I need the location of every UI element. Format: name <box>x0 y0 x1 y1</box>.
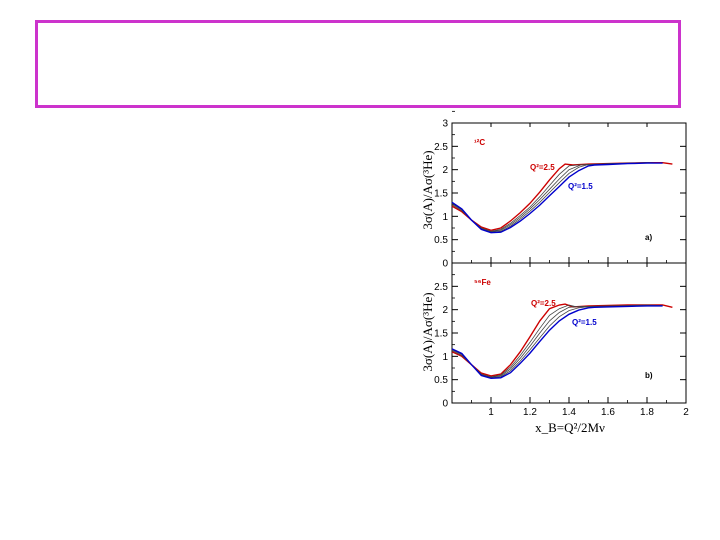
series-line-q2-1-5 <box>451 305 663 380</box>
series-line-q2-2-25 <box>451 304 663 378</box>
y-tick-label: 2 <box>442 305 448 316</box>
x-tick-label: 1.4 <box>562 407 576 418</box>
series-line-q2-2-5 <box>451 303 673 377</box>
q2-high-label: Q²=2.5 <box>530 163 555 172</box>
panel-tag-label: a) <box>645 233 652 242</box>
series-line-q2-2 <box>451 162 663 233</box>
panel-carbon: 0 0.5 1 1.5 2 2.5 3 ¹²C Q²=2.5 Q²=1.5 a) <box>434 110 687 270</box>
y-tick-label: 0 <box>442 399 448 410</box>
panel-tag-label: b) <box>645 371 653 380</box>
y-tick-label: 0 <box>442 259 448 270</box>
panel-iron: 0 0.5 1 1.5 2 2.5 1 1.2 1.4 1.6 1.8 2 ⁵⁶Fe Q²=2.5 Q²=1… <box>434 262 689 418</box>
x-axis-title: x_B=Q²/2Mν <box>535 420 605 435</box>
q2-low-label: Q²=1.5 <box>568 182 593 191</box>
q2-high-label: Q²=2.5 <box>531 299 556 308</box>
y-tick-label: 2.5 <box>434 142 448 153</box>
series-line-q2-2-25 <box>451 162 663 232</box>
y-tick-label: 2 <box>442 165 448 176</box>
y-tick-label: 1 <box>442 352 448 363</box>
series-line-q2-1-5 <box>451 162 663 234</box>
x-tick-label: 1.2 <box>523 407 537 418</box>
x-tick-label: 2 <box>683 407 689 418</box>
y-tick-label: 0.5 <box>434 375 448 386</box>
series-line-q2-2-5 <box>451 162 673 232</box>
nucleus-label: ¹²C <box>474 138 485 147</box>
q2-low-label: Q²=1.5 <box>572 318 597 327</box>
y-axis-title-top: 3σ(A)/Aσ(³He) <box>420 150 435 229</box>
series-line-q2-2 <box>451 305 663 378</box>
y-tick-label: 2.5 <box>434 282 448 293</box>
x-tick-label: 1.6 <box>601 407 615 418</box>
y-tick-label: 0.5 <box>434 235 448 246</box>
x-tick-label: 1 <box>488 407 494 418</box>
y-tick-label: 1 <box>442 212 448 223</box>
series-line-q2-1-75 <box>451 305 663 379</box>
y-tick-label: 3 <box>442 119 448 130</box>
plot-frame <box>451 122 687 264</box>
nucleus-label: ⁵⁶Fe <box>474 278 491 287</box>
y-tick-label: 1.5 <box>434 329 448 340</box>
series-line-q2-1-75 <box>451 162 663 233</box>
y-axis-title-bottom: 3σ(A)/Aσ(³He) <box>420 292 435 371</box>
x-tick-label: 1.8 <box>640 407 654 418</box>
y-tick-label: 1.5 <box>434 189 448 200</box>
title-placeholder-box <box>35 20 681 108</box>
